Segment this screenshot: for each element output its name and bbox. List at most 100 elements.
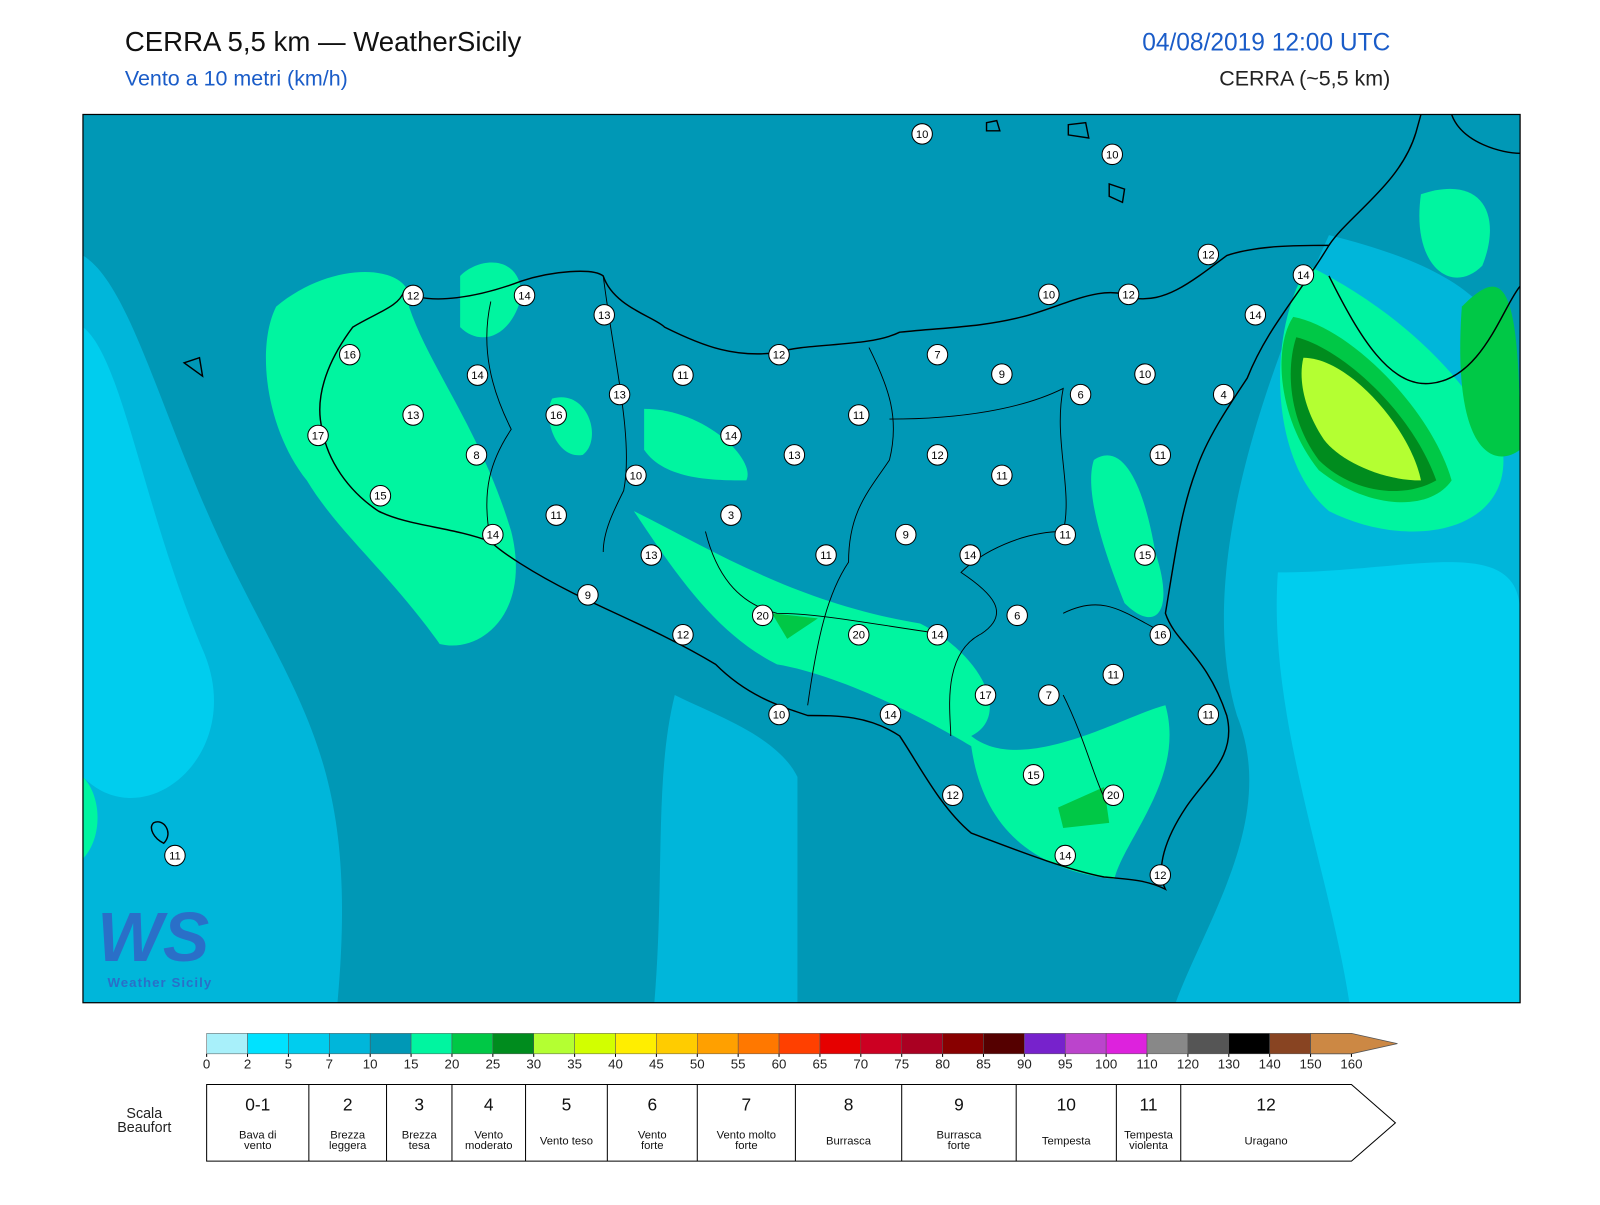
field-area: [82, 255, 343, 1003]
station-value: 11: [550, 510, 562, 522]
colorbar-tick-label: 50: [690, 1057, 705, 1072]
station-value: 14: [1297, 270, 1310, 282]
station-value: 16: [550, 410, 563, 422]
station-value: 7: [1046, 690, 1052, 702]
beaufort-force: 9: [954, 1095, 964, 1115]
station-value: 11: [853, 410, 865, 422]
beaufort-name: Burrasca: [826, 1136, 872, 1148]
colorbar-tick-label: 20: [445, 1057, 460, 1072]
colorbar-bin: [778, 1033, 821, 1055]
colorbar-tick-label: 110: [1136, 1057, 1157, 1072]
beaufort-name: Burrasca: [936, 1130, 982, 1142]
station-marker: [1038, 684, 1060, 706]
station-value: 13: [645, 550, 658, 562]
colorbar-tick-label: 15: [404, 1057, 419, 1072]
beaufort-name: vento: [244, 1140, 271, 1152]
beaufort-force: 4: [484, 1095, 494, 1115]
field-area: [633, 511, 1170, 880]
station-value: 11: [1059, 530, 1071, 542]
beaufort-name: Vento: [638, 1130, 667, 1142]
station-value: 6: [1014, 610, 1020, 622]
field-area: [1460, 286, 1521, 457]
station-marker: [545, 504, 567, 526]
colorbar-tick-label: 95: [1058, 1057, 1073, 1072]
station-value: 12: [773, 350, 786, 362]
datetime: 04/08/2019 12:00 UTC: [1142, 29, 1390, 56]
station-marker: [307, 424, 329, 447]
station-marker: [1022, 764, 1045, 786]
colorbar-bin: [574, 1033, 616, 1055]
station-marker: [848, 404, 870, 426]
station-value: 15: [374, 491, 387, 503]
beaufort-name: Brezza: [402, 1130, 438, 1142]
station-value: 10: [1106, 149, 1118, 161]
station-marker: [608, 383, 631, 406]
colorbar-bin: [656, 1033, 698, 1055]
station-value: 12: [1202, 250, 1214, 262]
beaufort-force: 12: [1256, 1095, 1275, 1115]
station-marker: [751, 604, 774, 627]
beaufort-label: Beaufort: [117, 1120, 171, 1136]
station-marker: [1006, 604, 1028, 627]
station-marker: [1054, 523, 1076, 546]
station-value: 13: [598, 310, 611, 322]
station-marker: [1038, 283, 1060, 306]
station-value: 15: [1139, 550, 1152, 562]
beaufort-force: 3: [414, 1095, 424, 1115]
colorbar-bin: [410, 1033, 453, 1055]
station-value: 14: [471, 370, 484, 382]
colorbar-bin: [860, 1033, 902, 1055]
field-area: [1058, 787, 1110, 828]
colorbar-tick-label: 30: [526, 1057, 541, 1072]
station-marker: [593, 304, 615, 326]
station-value: 13: [613, 390, 626, 402]
station-value: 9: [903, 530, 909, 542]
station-value: 4: [1221, 390, 1227, 402]
station-value: 20: [1107, 790, 1120, 802]
station-value: 14: [931, 630, 944, 642]
colorbar-tick-label: 65: [813, 1057, 828, 1072]
station-marker: [545, 404, 567, 426]
station-marker: [1102, 784, 1125, 806]
station-marker: [466, 364, 489, 386]
colorbar-bin: [369, 1033, 412, 1055]
field-area: [1419, 188, 1490, 278]
logo-mark: WS: [97, 898, 209, 976]
station-marker: [848, 624, 870, 646]
station-marker: [911, 123, 933, 145]
beaufort-force: 2: [343, 1095, 353, 1115]
colorbar-tick-label: 140: [1259, 1057, 1281, 1072]
station-value: 13: [788, 450, 801, 462]
colorbar-bin: [533, 1033, 575, 1055]
station-marker: [720, 504, 742, 526]
station-marker: [1134, 363, 1156, 385]
colorbar-bin: [206, 1033, 248, 1055]
colorbar-tick-label: 40: [608, 1057, 623, 1072]
colorbar: 0 2 5 7 10 15 20 25 30 35 40 45 50 55 60 65 70 75 80 85 90 95…: [203, 1032, 1398, 1072]
station-value: 7: [934, 350, 940, 362]
station-value: 11: [1107, 670, 1119, 682]
beaufort-name: Vento molto: [717, 1130, 776, 1142]
station-value: 16: [343, 350, 356, 362]
beaufort-name: moderato: [465, 1140, 512, 1152]
station-marker: [164, 844, 186, 867]
station-value: 9: [585, 590, 591, 602]
beaufort-frame: [206, 1083, 1397, 1162]
station-marker: [1054, 844, 1076, 867]
colorbar-bin: [1187, 1033, 1230, 1055]
station-value: 12: [1154, 870, 1166, 882]
station-marker: [672, 364, 694, 386]
station-marker: [1101, 143, 1123, 166]
station-value: 11: [820, 550, 832, 562]
station-marker: [942, 784, 964, 806]
station-value: 11: [1154, 450, 1166, 462]
colorbar-bin: [451, 1033, 494, 1055]
logo: WS Weather Sicily: [97, 898, 211, 990]
wind-field: [82, 114, 1521, 1003]
station-marker: [991, 363, 1013, 385]
colorbar-bin: [737, 1033, 780, 1055]
colorbar-bin: [942, 1033, 984, 1055]
colorbar-bin: [819, 1033, 862, 1055]
